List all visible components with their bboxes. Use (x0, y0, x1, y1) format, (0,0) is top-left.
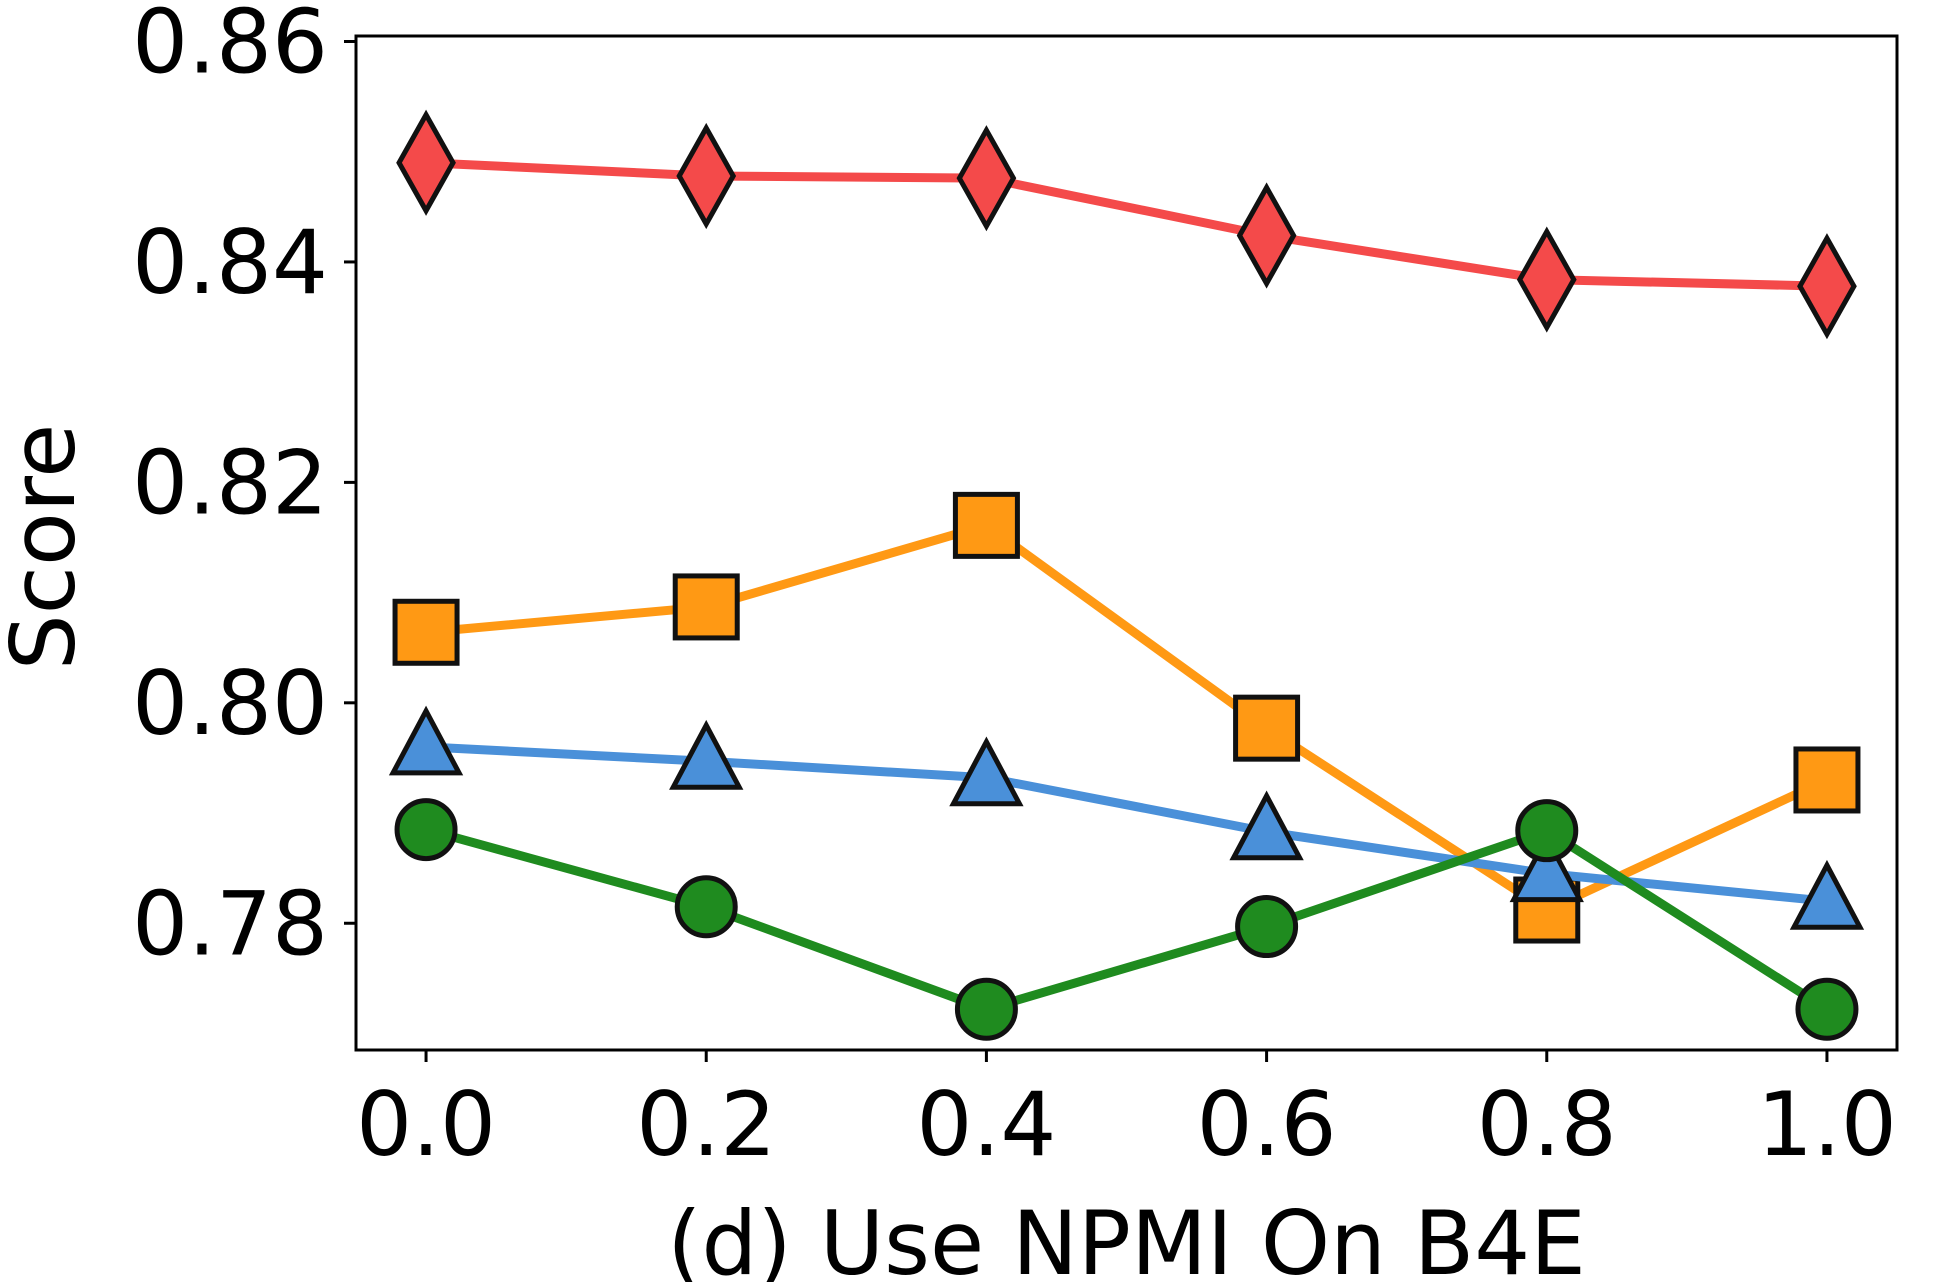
circle-marker (1795, 977, 1859, 1041)
y-tick-label: 0.84 (132, 211, 328, 314)
circle-marker (674, 875, 738, 939)
triangle-marker (388, 705, 464, 776)
diamond-marker (396, 109, 456, 216)
circle-marker (954, 977, 1018, 1041)
diamond-marker (1236, 182, 1297, 289)
series-line (425, 742, 1828, 906)
diamond-marker (676, 122, 737, 230)
triangle-marker (1789, 859, 1865, 930)
plot-frame (354, 34, 1899, 1052)
circle-marker (1235, 895, 1299, 959)
square-marker (1793, 746, 1861, 814)
y-tick-label: 0.86 (132, 0, 328, 94)
triangle-marker (1229, 790, 1304, 861)
triangle-marker (669, 719, 744, 790)
square-marker (672, 573, 740, 641)
y-tick-label: 0.80 (132, 652, 328, 755)
circle-marker (394, 798, 458, 862)
x-tick-label: 0.0 (356, 1073, 496, 1176)
x-tick-label: 0.2 (636, 1073, 776, 1176)
y-axis-ticks: 0.78 0.80 0.82 0.84 0.86 (132, 0, 356, 975)
series-layer (388, 109, 1865, 1041)
square-marker (952, 491, 1020, 559)
diamond-marker (956, 125, 1017, 232)
x-tick-label: 0.4 (916, 1073, 1056, 1176)
square-marker (392, 598, 460, 666)
diamond-marker (1516, 226, 1577, 333)
series-diamond (396, 109, 1857, 340)
x-tick-label: 0.6 (1197, 1073, 1337, 1176)
circle-marker (1515, 799, 1579, 863)
y-tick-label: 0.78 (132, 872, 328, 975)
x-axis-ticks: 0.0 0.2 0.4 0.6 0.8 1.0 (356, 1050, 1897, 1176)
series-square (392, 491, 1861, 944)
y-axis-label: Score (0, 424, 95, 670)
x-tick-label: 1.0 (1757, 1073, 1897, 1176)
series-circle (394, 798, 1859, 1041)
diamond-marker (1797, 233, 1857, 340)
series-triangle (388, 705, 1865, 930)
x-axis-label: (d) Use NPMI On B4E (667, 1192, 1586, 1282)
series-line (425, 520, 1829, 915)
y-tick-label: 0.82 (132, 431, 328, 534)
series-line (424, 825, 1830, 1014)
x-tick-label: 0.8 (1477, 1073, 1617, 1176)
triangle-marker (1509, 832, 1584, 903)
square-marker (1233, 694, 1301, 762)
series-line (425, 158, 1828, 291)
triangle-marker (949, 736, 1024, 807)
